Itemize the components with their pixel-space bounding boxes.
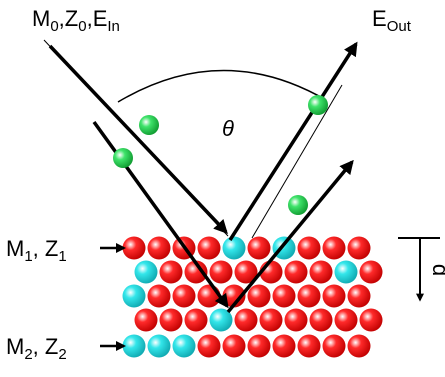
atom — [298, 237, 321, 260]
atom — [285, 309, 308, 332]
layer1-label: M1, Z1 — [6, 236, 67, 265]
atom — [198, 335, 221, 358]
atom — [223, 237, 246, 260]
subscript: 0 — [50, 18, 58, 35]
subscript: 2 — [24, 346, 32, 363]
label-text: M — [32, 6, 50, 31]
label-text: M — [6, 236, 24, 261]
incident-beam — [50, 46, 226, 232]
label-text: ,Z — [59, 6, 79, 31]
atom-lattice — [123, 237, 383, 358]
electron — [113, 148, 133, 168]
atom — [135, 261, 158, 284]
atom — [135, 309, 158, 332]
page: {"incident_label": ["M", "0", ",Z", "0",… — [0, 0, 445, 372]
atom — [148, 285, 171, 308]
subscript: Out — [387, 18, 412, 35]
electrons — [113, 95, 328, 215]
atom — [173, 285, 196, 308]
label-text: ,E — [87, 6, 108, 31]
atom — [148, 237, 171, 260]
atom — [123, 285, 146, 308]
atom — [198, 285, 221, 308]
atom — [273, 335, 296, 358]
outgoing-guide — [252, 85, 342, 238]
atom — [348, 335, 371, 358]
atom — [223, 335, 246, 358]
atom — [210, 261, 233, 284]
atom — [123, 237, 146, 260]
depth-label: d — [428, 264, 445, 276]
atom — [185, 309, 208, 332]
electron — [308, 95, 328, 115]
atom — [248, 237, 271, 260]
atom — [310, 261, 333, 284]
electron — [139, 115, 159, 135]
angle-label: θ — [222, 116, 234, 141]
atom — [298, 335, 321, 358]
atom — [323, 237, 346, 260]
subscript: 1 — [24, 248, 32, 265]
layer2-label: M2, Z2 — [6, 334, 67, 363]
atom — [360, 309, 383, 332]
subscript: 2 — [58, 346, 66, 363]
subscript: 1 — [58, 248, 66, 265]
label-text: E — [372, 6, 387, 31]
subscript: In — [107, 18, 120, 35]
atom — [260, 309, 283, 332]
subscript: 0 — [78, 18, 86, 35]
atom — [198, 237, 221, 260]
atom — [148, 335, 171, 358]
label-text: , Z — [33, 334, 59, 359]
label-text: M — [6, 334, 24, 359]
atom — [248, 335, 271, 358]
diagram: M0,Z0,EIn EOut θ M1, Z1 M2, Z2 d — [0, 0, 445, 372]
atom — [285, 261, 308, 284]
atom — [123, 335, 146, 358]
atom — [335, 309, 358, 332]
atom — [298, 285, 321, 308]
electron — [288, 195, 308, 215]
atom — [360, 261, 383, 284]
label-text: , Z — [33, 236, 59, 261]
atom — [160, 261, 183, 284]
atom — [323, 335, 346, 358]
incident-label: M0,Z0,EIn — [32, 6, 120, 35]
atom — [248, 285, 271, 308]
atom — [323, 285, 346, 308]
atom — [348, 237, 371, 260]
atom — [160, 309, 183, 332]
atom — [235, 309, 258, 332]
atom — [173, 335, 196, 358]
atom — [348, 285, 371, 308]
atom — [273, 285, 296, 308]
atom — [310, 309, 333, 332]
outgoing-label: EOut — [372, 6, 412, 35]
atom — [335, 261, 358, 284]
angle-arc — [118, 70, 326, 102]
